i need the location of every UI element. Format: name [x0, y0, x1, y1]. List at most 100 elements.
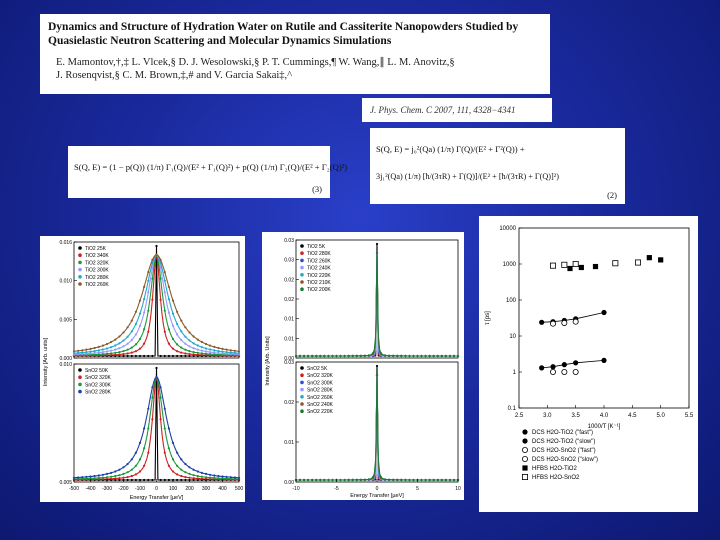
series-data-point	[592, 263, 599, 270]
lower-legend-marker	[300, 402, 304, 406]
upper-data-point	[176, 343, 179, 346]
upper-data-point	[110, 353, 113, 357]
upper-data-point	[138, 312, 142, 315]
lower-data-point	[72, 476, 76, 479]
lower-legend-marker	[300, 409, 304, 413]
lower-data-point	[217, 474, 220, 478]
lower-data-point	[143, 478, 146, 482]
upper-data-point	[298, 354, 302, 358]
series-data-point	[561, 362, 567, 368]
chart-background	[40, 236, 245, 502]
citation: J. Phys. Chem. C 2007, 111, 4328−4341	[362, 98, 552, 122]
upper-data-point	[237, 350, 241, 353]
upper-legend-marker	[300, 258, 304, 263]
lower-data-point	[237, 476, 241, 479]
upper-data-point	[101, 344, 104, 347]
upper-data-point	[147, 309, 150, 312]
lower-data-point	[176, 451, 179, 454]
upper-data-point	[147, 354, 150, 358]
upper-data-point	[72, 352, 76, 355]
lower-data-point	[392, 478, 395, 481]
upper-data-point	[155, 253, 158, 256]
upper-data-point	[126, 326, 129, 329]
lower-legend-marker	[78, 375, 82, 379]
upper-data-point	[126, 354, 129, 358]
series-data-point	[561, 319, 568, 326]
upper-legend-marker	[78, 260, 82, 265]
lower-legend-label: SnO2 320K	[307, 373, 334, 379]
upper-plot-frame	[73, 241, 240, 359]
upper-legend-marker	[78, 282, 82, 286]
upper-data-point	[151, 266, 154, 269]
upper-data-point	[159, 258, 162, 261]
equation-2-line-1: S(Q, E) = j₀²(Qa) (1/π) Γ(Q)/(E² + Γ²(Q)…	[376, 144, 525, 154]
xtick-label: -400	[85, 486, 95, 492]
lower-legend-label: SnO2 50K	[85, 368, 109, 374]
y-axis-label: Intensity [Arb. units]	[43, 337, 49, 386]
lower-data-point	[118, 477, 121, 480]
upper-data-point	[134, 322, 137, 326]
upper-data-point	[213, 345, 216, 348]
upper-data-point	[93, 353, 96, 356]
upper-data-point	[188, 354, 191, 358]
lower-data-point	[184, 471, 187, 474]
xtick-label: -300	[102, 486, 112, 492]
lower-data-point	[180, 474, 183, 478]
upper-data-point	[184, 342, 187, 345]
upper-data-point	[122, 345, 125, 348]
lower-data-point	[163, 451, 166, 454]
upper-data-point	[420, 354, 423, 358]
series-data-point	[658, 257, 664, 263]
upper-data-point	[93, 350, 96, 353]
upper-data-point	[424, 354, 427, 358]
lower-data-point	[221, 475, 224, 478]
lower-data-point	[130, 474, 133, 478]
lower-data-point	[323, 478, 326, 482]
upper-data-point	[448, 354, 451, 358]
upper-data-point	[176, 354, 179, 358]
upper-data-point	[151, 298, 154, 301]
upper-legend-label: TiO2 5K	[307, 244, 326, 250]
upper-data-point	[77, 351, 80, 354]
upper-data-point	[307, 354, 310, 358]
lower-legend-marker	[300, 395, 304, 399]
upper-data-point	[134, 343, 137, 346]
upper-data-point	[122, 331, 125, 334]
upper-data-point	[392, 354, 395, 357]
upper-data-point	[101, 353, 104, 356]
lower-data-point	[97, 476, 100, 479]
upper-data-point	[143, 354, 146, 358]
upper-data-point	[388, 354, 391, 357]
series-data-point	[550, 320, 557, 327]
lower-data-point	[97, 474, 100, 477]
y-axis-label: τ [ps]	[485, 311, 491, 325]
lower-data-point	[151, 418, 154, 421]
lower-ytick-label: 0.03	[284, 360, 294, 366]
upper-data-point	[118, 353, 121, 356]
lower-data-point	[143, 464, 146, 467]
lower-data-point	[196, 477, 199, 480]
legend-label: HFBS H2O-TiO2	[532, 466, 577, 472]
upper-data-point	[404, 354, 407, 357]
upper-data-point	[163, 291, 166, 294]
lower-data-point	[209, 476, 212, 479]
lower-data-point	[163, 407, 166, 410]
lower-data-point	[105, 476, 109, 479]
upper-data-point	[122, 353, 125, 356]
lower-data-point	[126, 471, 129, 474]
lower-data-point	[428, 478, 431, 482]
lower-data-point	[184, 478, 187, 482]
upper-data-point	[171, 312, 175, 315]
lower-legend-marker	[78, 368, 82, 372]
upper-data-point	[97, 351, 100, 354]
upper-data-point	[105, 350, 109, 353]
upper-data-point	[138, 354, 142, 358]
upper-data-point	[122, 354, 125, 358]
upper-data-point	[138, 324, 142, 327]
upper-data-point	[359, 354, 362, 357]
lower-data-point	[444, 478, 447, 482]
lower-data-point	[105, 472, 109, 475]
y-axis-label: Intensity [Arb. Units]	[265, 336, 271, 386]
lower-data-point	[163, 427, 166, 430]
lower-data-point	[192, 478, 195, 482]
